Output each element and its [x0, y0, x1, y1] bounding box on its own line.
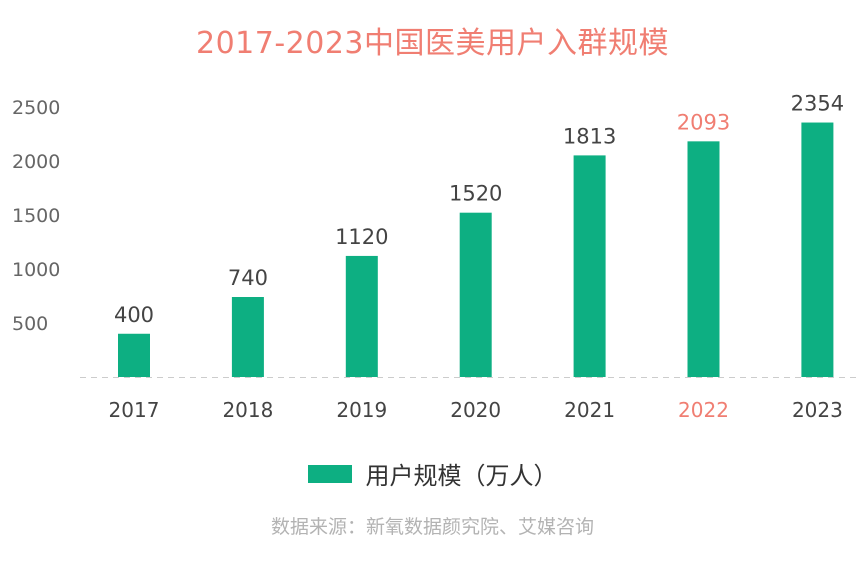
bar-2020	[459, 212, 492, 377]
data-label-2023: 2354	[791, 92, 844, 116]
bar-2021	[573, 155, 606, 377]
legend-swatch	[307, 464, 352, 483]
x-tick-label-2022: 2022	[678, 398, 729, 422]
data-labels-group: 400 740 1120 1520 1813 2093 2354	[114, 92, 844, 327]
data-label-2018: 740	[228, 266, 268, 290]
data-label-2017: 400	[114, 303, 154, 327]
x-tick-label-2019: 2019	[336, 398, 387, 422]
y-tick-label: 2500	[12, 97, 60, 119]
bar-2022	[687, 141, 720, 377]
data-label-2020: 1520	[449, 182, 502, 206]
chart-title: 2017-2023中国医美用户入群规模	[195, 26, 670, 61]
y-axis-ticks: 500 1000 1500 2000 2500	[12, 97, 60, 335]
x-tick-label-2017: 2017	[109, 398, 160, 422]
bars-group	[118, 122, 834, 378]
x-tick-label-2020: 2020	[450, 398, 501, 422]
data-label-2019: 1120	[335, 225, 388, 249]
bar-2023	[801, 122, 834, 378]
x-tick-label-2023: 2023	[792, 398, 843, 422]
data-label-2022: 2093	[677, 110, 730, 134]
data-label-2021: 1813	[563, 124, 616, 148]
legend: 用户规模（万人）	[0, 456, 865, 491]
bar-chart: 500 1000 1500 2000 2500 400 740 1120 1520 1813 20…	[12, 92, 858, 422]
y-tick-label: 2000	[12, 151, 60, 173]
source-note: 数据来源：新氧数据颜究院、艾媒咨询	[270, 516, 594, 538]
bar-2017	[118, 333, 150, 377]
x-tick-label-2018: 2018	[222, 398, 273, 422]
y-tick-label: 500	[12, 313, 48, 335]
y-tick-label: 1500	[12, 205, 60, 227]
x-axis-ticks: 2017 2018 2019 2020 2021 2022 2023	[109, 398, 843, 422]
bar-2018	[231, 297, 264, 377]
bar-2019	[345, 255, 378, 377]
legend-label: 用户规模（万人）	[365, 462, 558, 490]
x-tick-label-2021: 2021	[564, 398, 615, 422]
y-tick-label: 1000	[12, 259, 60, 281]
